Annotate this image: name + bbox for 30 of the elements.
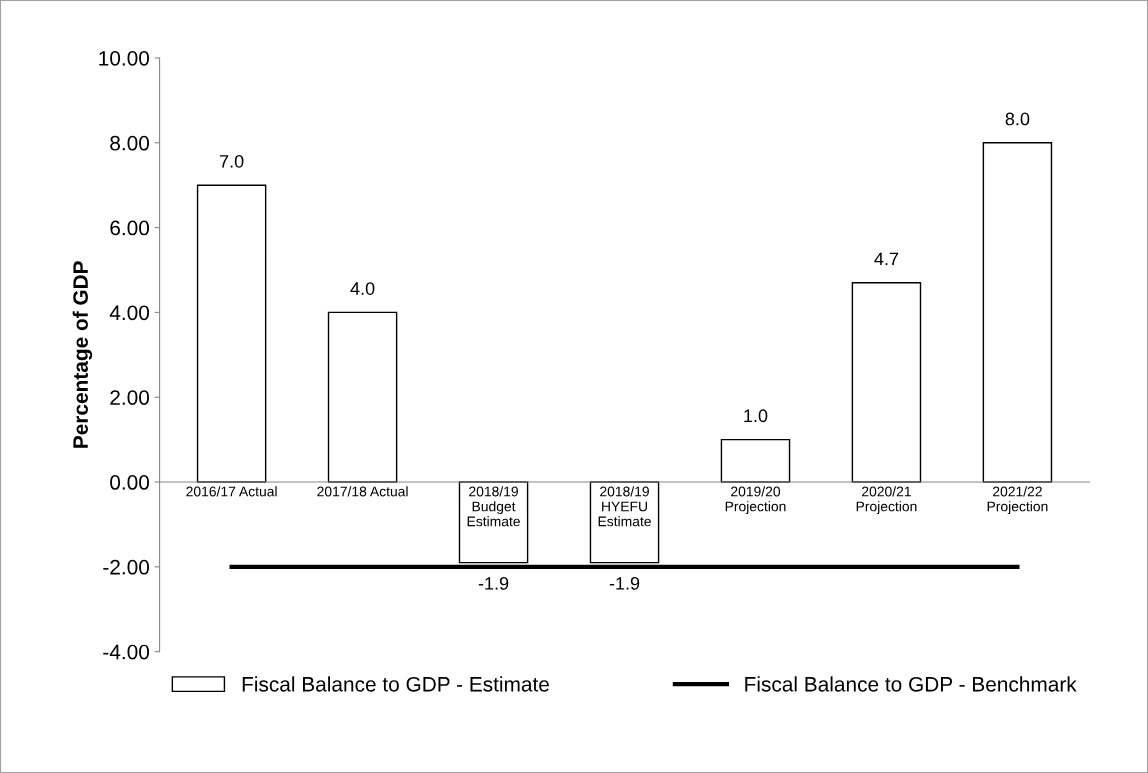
legend-label: Fiscal Balance to GDP - Estimate: [242, 676, 549, 692]
data-label: 1.0: [744, 409, 768, 423]
x-tick-label: 2018/19 HYEFU Estimate: [598, 486, 651, 527]
y-tick-label: 4.00: [109, 305, 150, 321]
x-tick-label: 2016/17 Actual: [186, 486, 277, 497]
y-tick-label: 6.00: [110, 220, 150, 236]
x-tick-label: 2017/18 Actual: [317, 486, 408, 497]
data-label: 4.0: [350, 282, 375, 295]
bar: [196, 184, 267, 483]
y-tick-label: 10.00: [99, 50, 150, 66]
x-tick-label: 2020/21 Projection: [856, 486, 917, 515]
data-label: 7.0: [219, 154, 244, 168]
y-tick-label: 0.00: [110, 475, 150, 490]
x-tick-label: 2019/20 Projection: [725, 486, 786, 515]
bar: [851, 282, 922, 483]
y-tick-label: -4.00: [103, 644, 150, 660]
x-tick-label: 2021/22 Projection: [987, 486, 1048, 515]
bar: [982, 142, 1053, 483]
x-tick-label: 2018/19 Budget Estimate: [467, 486, 520, 527]
y-axis-title: Percentage of GDP: [72, 261, 93, 448]
bar: [720, 438, 791, 483]
legend-label: Fiscal Balance to GDP - Benchmark: [745, 676, 1077, 692]
y-tick-label: 2.00: [110, 390, 150, 405]
data-label: 4.7: [874, 252, 899, 266]
data-label: -1.9: [609, 576, 640, 590]
bar: [327, 311, 398, 483]
y-tick-label: 8.00: [110, 135, 150, 151]
data-label: -1.9: [478, 576, 509, 590]
data-label: 8.0: [1005, 112, 1030, 126]
y-tick-label: -2.00: [103, 559, 150, 575]
